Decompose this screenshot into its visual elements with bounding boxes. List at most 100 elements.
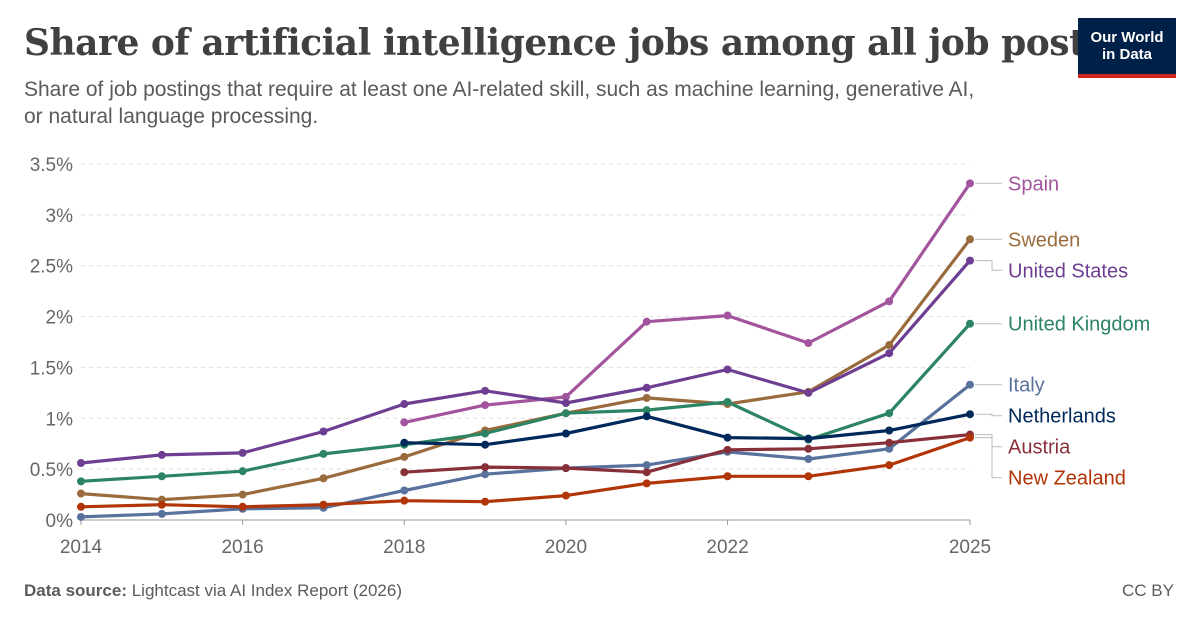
logo-line-2: in Data: [1101, 46, 1152, 63]
data-point-united-states: [804, 388, 813, 397]
y-tick-label: 3.5%: [30, 155, 73, 176]
data-point-new-zealand: [723, 472, 732, 481]
data-point-austria: [642, 468, 651, 477]
axes: 0% 0.5% 1% 1.5% 2% 2.5% 3% 3.5% 2014 2016 2018 2020…: [30, 155, 991, 558]
data-point-austria: [400, 468, 409, 477]
data-point-new-zealand: [642, 479, 651, 488]
data-point-new-zealand: [561, 491, 570, 500]
data-point-italy: [77, 512, 85, 521]
data-point-united-kingdom: [723, 398, 732, 407]
data-point-united-states: [966, 256, 974, 265]
data-point-austria: [885, 438, 894, 447]
series-line-united-kingdom: [79, 322, 972, 483]
series-label-austria: Austria: [1008, 437, 1071, 459]
series-line-united-states: [79, 259, 972, 465]
data-point-united-states: [885, 349, 894, 358]
data-point-united-kingdom: [561, 409, 570, 418]
series-label-spain: Spain: [1008, 173, 1059, 195]
data-point-austria: [561, 464, 570, 473]
data-point-austria: [723, 445, 732, 454]
data-source: Data source: Lightcast via AI Index Repo…: [24, 581, 402, 601]
data-point-new-zealand: [157, 500, 166, 509]
data-point-spain: [561, 392, 570, 401]
y-tick-label: 0.5%: [30, 460, 73, 481]
data-point-united-kingdom: [481, 429, 490, 438]
data-point-italy: [885, 444, 894, 453]
data-point-united-states: [157, 450, 166, 459]
y-tick-label: 2.5%: [30, 257, 73, 278]
data-point-united-states: [642, 383, 651, 392]
series-line-netherlands: [402, 412, 972, 447]
data-point-united-kingdom: [966, 319, 974, 328]
y-tick-label: 0%: [46, 511, 74, 532]
y-tick-label: 3%: [46, 206, 74, 227]
data-point-united-states: [238, 448, 247, 457]
y-tick-label: 1%: [46, 409, 74, 430]
data-point-netherlands: [400, 438, 409, 447]
x-tick-label: 2016: [221, 537, 263, 558]
data-point-united-states: [723, 365, 732, 374]
series-line-sweden: [79, 237, 972, 502]
data-point-united-kingdom: [77, 477, 85, 486]
label-connector-netherlands: [975, 413, 1002, 417]
label-connector-new-zealand: [975, 437, 1002, 479]
data-point-sweden: [77, 489, 85, 498]
data-point-spain: [885, 297, 894, 306]
series-line-austria: [402, 433, 972, 474]
data-point-sweden: [238, 490, 247, 499]
data-point-sweden: [319, 474, 328, 483]
data-point-united-kingdom: [319, 449, 328, 458]
data-point-spain: [966, 179, 974, 188]
label-connector-united-states: [975, 260, 1002, 271]
data-point-spain: [723, 311, 732, 320]
series-label-united-kingdom: United Kingdom: [1008, 314, 1150, 336]
chart-subtitle: Share of job postings that require at le…: [24, 78, 975, 128]
license-link[interactable]: CC BY: [1122, 581, 1174, 600]
data-point-new-zealand: [804, 472, 813, 481]
data-point-united-states: [561, 399, 570, 408]
data-point-united-kingdom: [238, 467, 247, 476]
data-point-united-states: [481, 386, 490, 395]
y-tick-label: 2%: [46, 308, 74, 329]
data-point-united-kingdom: [642, 406, 651, 415]
data-point-netherlands: [481, 440, 490, 449]
data-point-italy: [804, 454, 813, 463]
series-label-netherlands: Netherlands: [1008, 406, 1116, 428]
series-label-new-zealand: New Zealand: [1008, 468, 1126, 490]
data-point-united-states: [400, 400, 409, 409]
series-label-united-states: United States: [1008, 260, 1128, 282]
data-point-united-states: [319, 427, 328, 436]
series-points: [77, 179, 974, 521]
data-point-netherlands: [561, 429, 570, 438]
owid-logo[interactable]: Our World in Data: [1078, 18, 1176, 78]
label-connector-austria: [975, 434, 1002, 448]
series-labels: Spain Sweden United States United Kingdom It…: [975, 173, 1150, 490]
x-tick-label: 2025: [949, 537, 991, 558]
series-lines: [79, 181, 972, 519]
x-tick-label: 2018: [383, 537, 425, 558]
data-point-new-zealand: [885, 461, 894, 470]
data-point-united-kingdom: [157, 472, 166, 481]
data-source-label: Data source:: [24, 581, 127, 600]
data-point-italy: [642, 461, 651, 470]
data-point-italy: [481, 470, 490, 479]
data-point-netherlands: [885, 426, 894, 435]
logo-line-1: Our World: [1090, 29, 1164, 46]
data-point-united-states: [77, 459, 85, 468]
data-point-sweden: [642, 393, 651, 402]
data-point-new-zealand: [966, 433, 974, 442]
data-point-spain: [481, 401, 490, 410]
data-point-new-zealand: [238, 502, 247, 511]
data-point-new-zealand: [319, 500, 328, 509]
data-point-sweden: [885, 341, 894, 350]
data-point-netherlands: [804, 434, 813, 443]
data-source-text: Lightcast via AI Index Report (2026): [131, 581, 402, 600]
data-point-sweden: [966, 235, 974, 244]
x-tick-label: 2020: [545, 537, 587, 558]
data-point-italy: [966, 380, 974, 389]
series-line-new-zealand: [79, 436, 972, 509]
x-tick-label: 2014: [60, 537, 103, 558]
data-point-spain: [804, 339, 813, 348]
data-point-spain: [400, 418, 409, 427]
